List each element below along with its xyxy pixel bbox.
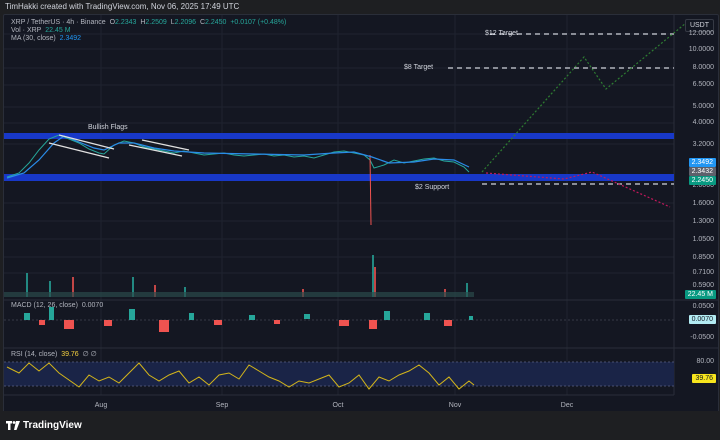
macd-tick: -0.0500 [690,334,714,341]
brand-name: TradingView [23,420,82,431]
close-value: 2.2450 [205,19,227,26]
low-label: L [170,19,175,26]
tradingview-logo[interactable]: TradingView [6,420,82,431]
macd-value: 0.0070 [81,302,104,309]
price-tick: 1.0500 [692,236,714,243]
resistance-zone [4,133,674,139]
symbol-title: XRP / TetherUS · 4h · Binance [11,19,106,26]
rsi-tag: 39.76 [692,374,716,383]
rsi-value: 39.76 [61,351,79,358]
rsi-tick: 80.00 [696,358,714,365]
macd-label: MACD (12, 26, close) [11,302,78,309]
support-label: $2 Support [415,184,450,191]
price-tick: 1.6000 [692,200,714,207]
open-label: O [109,19,116,26]
close-label: C [199,19,205,26]
time-tick: Sep [215,402,229,409]
time-tick: Aug [94,402,108,409]
ma-label: MA (30, close) [11,35,56,42]
tradingview-logo-icon [6,421,20,430]
high-label: H [140,19,146,26]
price-tick: 3.2000 [692,141,714,148]
chart-canvas[interactable] [4,15,718,412]
change-value: +0.0107 (+0.48%) [230,19,287,26]
footer: TradingView [0,411,720,440]
macd-legend[interactable]: MACD (12, 26, close) 0.0070 [11,302,103,309]
price-tick: 8.0000 [692,64,714,71]
support-zone [4,174,674,181]
price-tick: 0.7100 [692,269,714,276]
time-tick: Dec [560,402,574,409]
volume-tag: 22.45 M [684,290,716,299]
low-value: 2.2096 [174,19,197,26]
currency-button[interactable]: USDT [684,19,714,32]
attribution-bar: TimHakki created with TradingView.com, N… [0,0,720,14]
macd-tag: 0.0070 [688,315,716,324]
open-value: 2.2343 [115,19,137,26]
ma-price-tag: 2.3492 [688,158,716,167]
attribution-text: TimHakki created with TradingView.com, N… [5,2,240,11]
ma-legend[interactable]: MA (30, close) 2.3492 [11,35,81,42]
price-tick: 0.8500 [692,254,714,261]
price-tick: 12.0000 [688,30,714,37]
rsi-extra: ∅ ∅ [82,351,97,358]
target-8-label: $8 Target [404,64,434,71]
price-tick: 6.5000 [692,81,714,88]
bullish-flags-label: Bullish Flags [88,124,128,131]
price-tick: 1.3000 [692,218,714,225]
rsi-label: RSI (14, close) [11,351,58,358]
price-tick: 0.5900 [692,282,714,289]
price-tick: 4.0000 [692,119,714,126]
chart-frame[interactable]: XRP / TetherUS · 4h · Binance O2.2343 H2… [3,14,719,413]
time-tick: Nov [448,402,462,409]
volume-legend[interactable]: Vol · XRP 22.45 M [11,27,71,34]
ma-value: 2.3492 [59,35,82,42]
high-value: 2.2509 [145,19,167,26]
rsi-legend[interactable]: RSI (14, close) 39.76 ∅ ∅ [11,350,97,358]
symbol-legend[interactable]: XRP / TetherUS · 4h · Binance O2.2343 H2… [11,19,286,26]
prev-close-tag: 2.3432 [688,167,716,176]
time-tick: Oct [332,402,344,409]
target-12-label: $12 Target [485,30,518,37]
price-tick: 10.0000 [688,46,714,53]
price-tick: 2.0000 [692,182,714,189]
volume-label: Vol · XRP [11,27,42,34]
volume-value: 22.45 M [45,27,71,34]
macd-tick: 0.0500 [692,303,714,310]
last-price-tag: 2.2450 [688,176,716,185]
price-tick: 5.0000 [692,103,714,110]
